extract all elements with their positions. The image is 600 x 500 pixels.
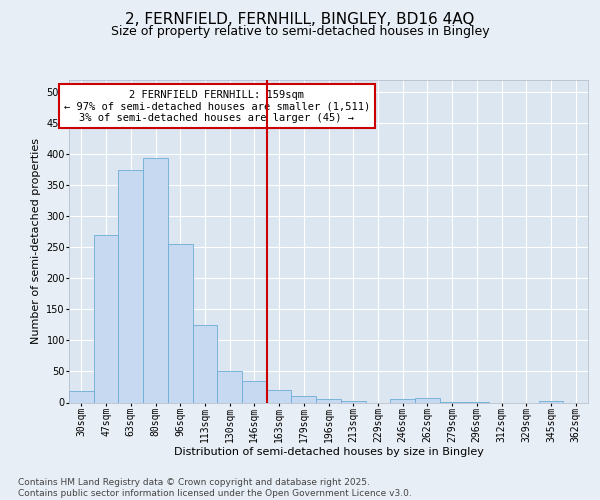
Bar (69, 390, 94, 402)
Bar (292, 396, 316, 402)
Bar (168, 244, 193, 402)
Bar (539, 400, 563, 402)
Text: 2, FERNFIELD, FERNHILL, BINGLEY, BD16 4AQ: 2, FERNFIELD, FERNHILL, BINGLEY, BD16 4A… (125, 12, 475, 28)
Bar (341, 400, 365, 402)
Bar (267, 390, 292, 402)
Bar (118, 170, 143, 402)
Bar (94, 235, 118, 402)
Text: Size of property relative to semi-detached houses in Bingley: Size of property relative to semi-detach… (110, 25, 490, 38)
Bar (193, 325, 217, 402)
Bar (390, 399, 415, 402)
Bar (217, 372, 242, 402)
Bar (143, 158, 168, 402)
Y-axis label: Number of semi-detached properties: Number of semi-detached properties (31, 138, 41, 344)
Text: 2 FERNFIELD FERNHILL: 159sqm
← 97% of semi-detached houses are smaller (1,511)
3: 2 FERNFIELD FERNHILL: 159sqm ← 97% of se… (64, 90, 370, 123)
Text: Contains HM Land Registry data © Crown copyright and database right 2025.
Contai: Contains HM Land Registry data © Crown c… (18, 478, 412, 498)
Bar (316, 399, 341, 402)
Bar (415, 398, 440, 402)
X-axis label: Distribution of semi-detached houses by size in Bingley: Distribution of semi-detached houses by … (173, 448, 484, 458)
Bar (242, 381, 267, 402)
